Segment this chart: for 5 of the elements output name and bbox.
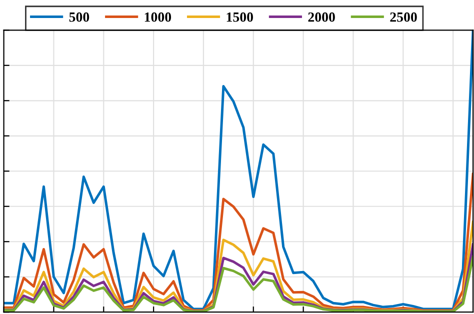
legend-label: 1500 — [226, 12, 253, 22]
legend-label: 1000 — [144, 12, 172, 22]
legend-label: 2000 — [308, 12, 335, 22]
legend-label: 2500 — [390, 12, 417, 22]
legend-label: 500 — [69, 12, 90, 22]
